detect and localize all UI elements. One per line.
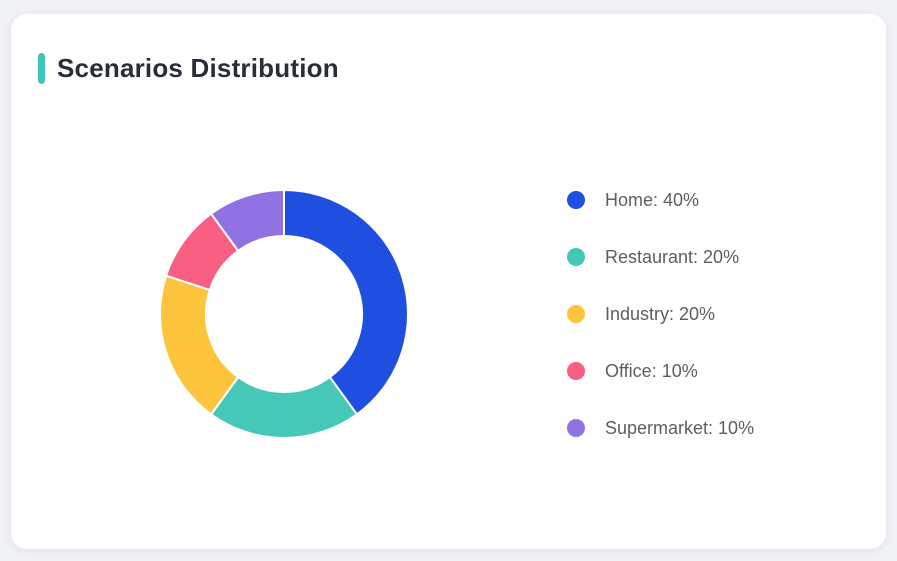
legend-label: Supermarket: 10%: [605, 417, 755, 438]
legend-item-supermarket[interactable]: Supermarket: 10%: [567, 417, 754, 439]
donut-slice-supermarket[interactable]: [210, 189, 285, 252]
donut-chart-svg: [159, 189, 409, 439]
legend-item-home[interactable]: Home: 40%: [567, 189, 754, 211]
legend-item-industry[interactable]: Industry: 20%: [567, 303, 754, 325]
card-title: Scenarios Distribution: [57, 53, 339, 83]
legend-item-restaurant[interactable]: Restaurant: 20%: [567, 246, 754, 268]
legend-label: Home: 40%: [605, 189, 700, 210]
legend-item-office[interactable]: Office: 10%: [567, 360, 754, 382]
donut-chart: [154, 184, 414, 444]
legend-label: Office: 10%: [605, 360, 698, 381]
legend-label: Restaurant: 20%: [605, 246, 740, 267]
donut-slice-restaurant[interactable]: [210, 376, 358, 439]
legend: Home: 40% Restaurant: 20% Industry: 20% Off…: [567, 189, 754, 439]
donut-slice-home[interactable]: [283, 189, 409, 416]
legend-dot: [567, 191, 585, 209]
legend-dot: [567, 419, 585, 437]
scenarios-distribution-card: Scenarios Distribution Home: 40% Restaura…: [11, 14, 886, 549]
legend-dot: [567, 305, 585, 323]
card-header: Scenarios Distribution: [38, 52, 339, 84]
title-accent-bar: [38, 52, 45, 84]
legend-dot: [567, 362, 585, 380]
legend-label: Industry: 20%: [605, 303, 716, 324]
legend-dot: [567, 248, 585, 266]
donut-slice-industry[interactable]: [159, 274, 240, 416]
